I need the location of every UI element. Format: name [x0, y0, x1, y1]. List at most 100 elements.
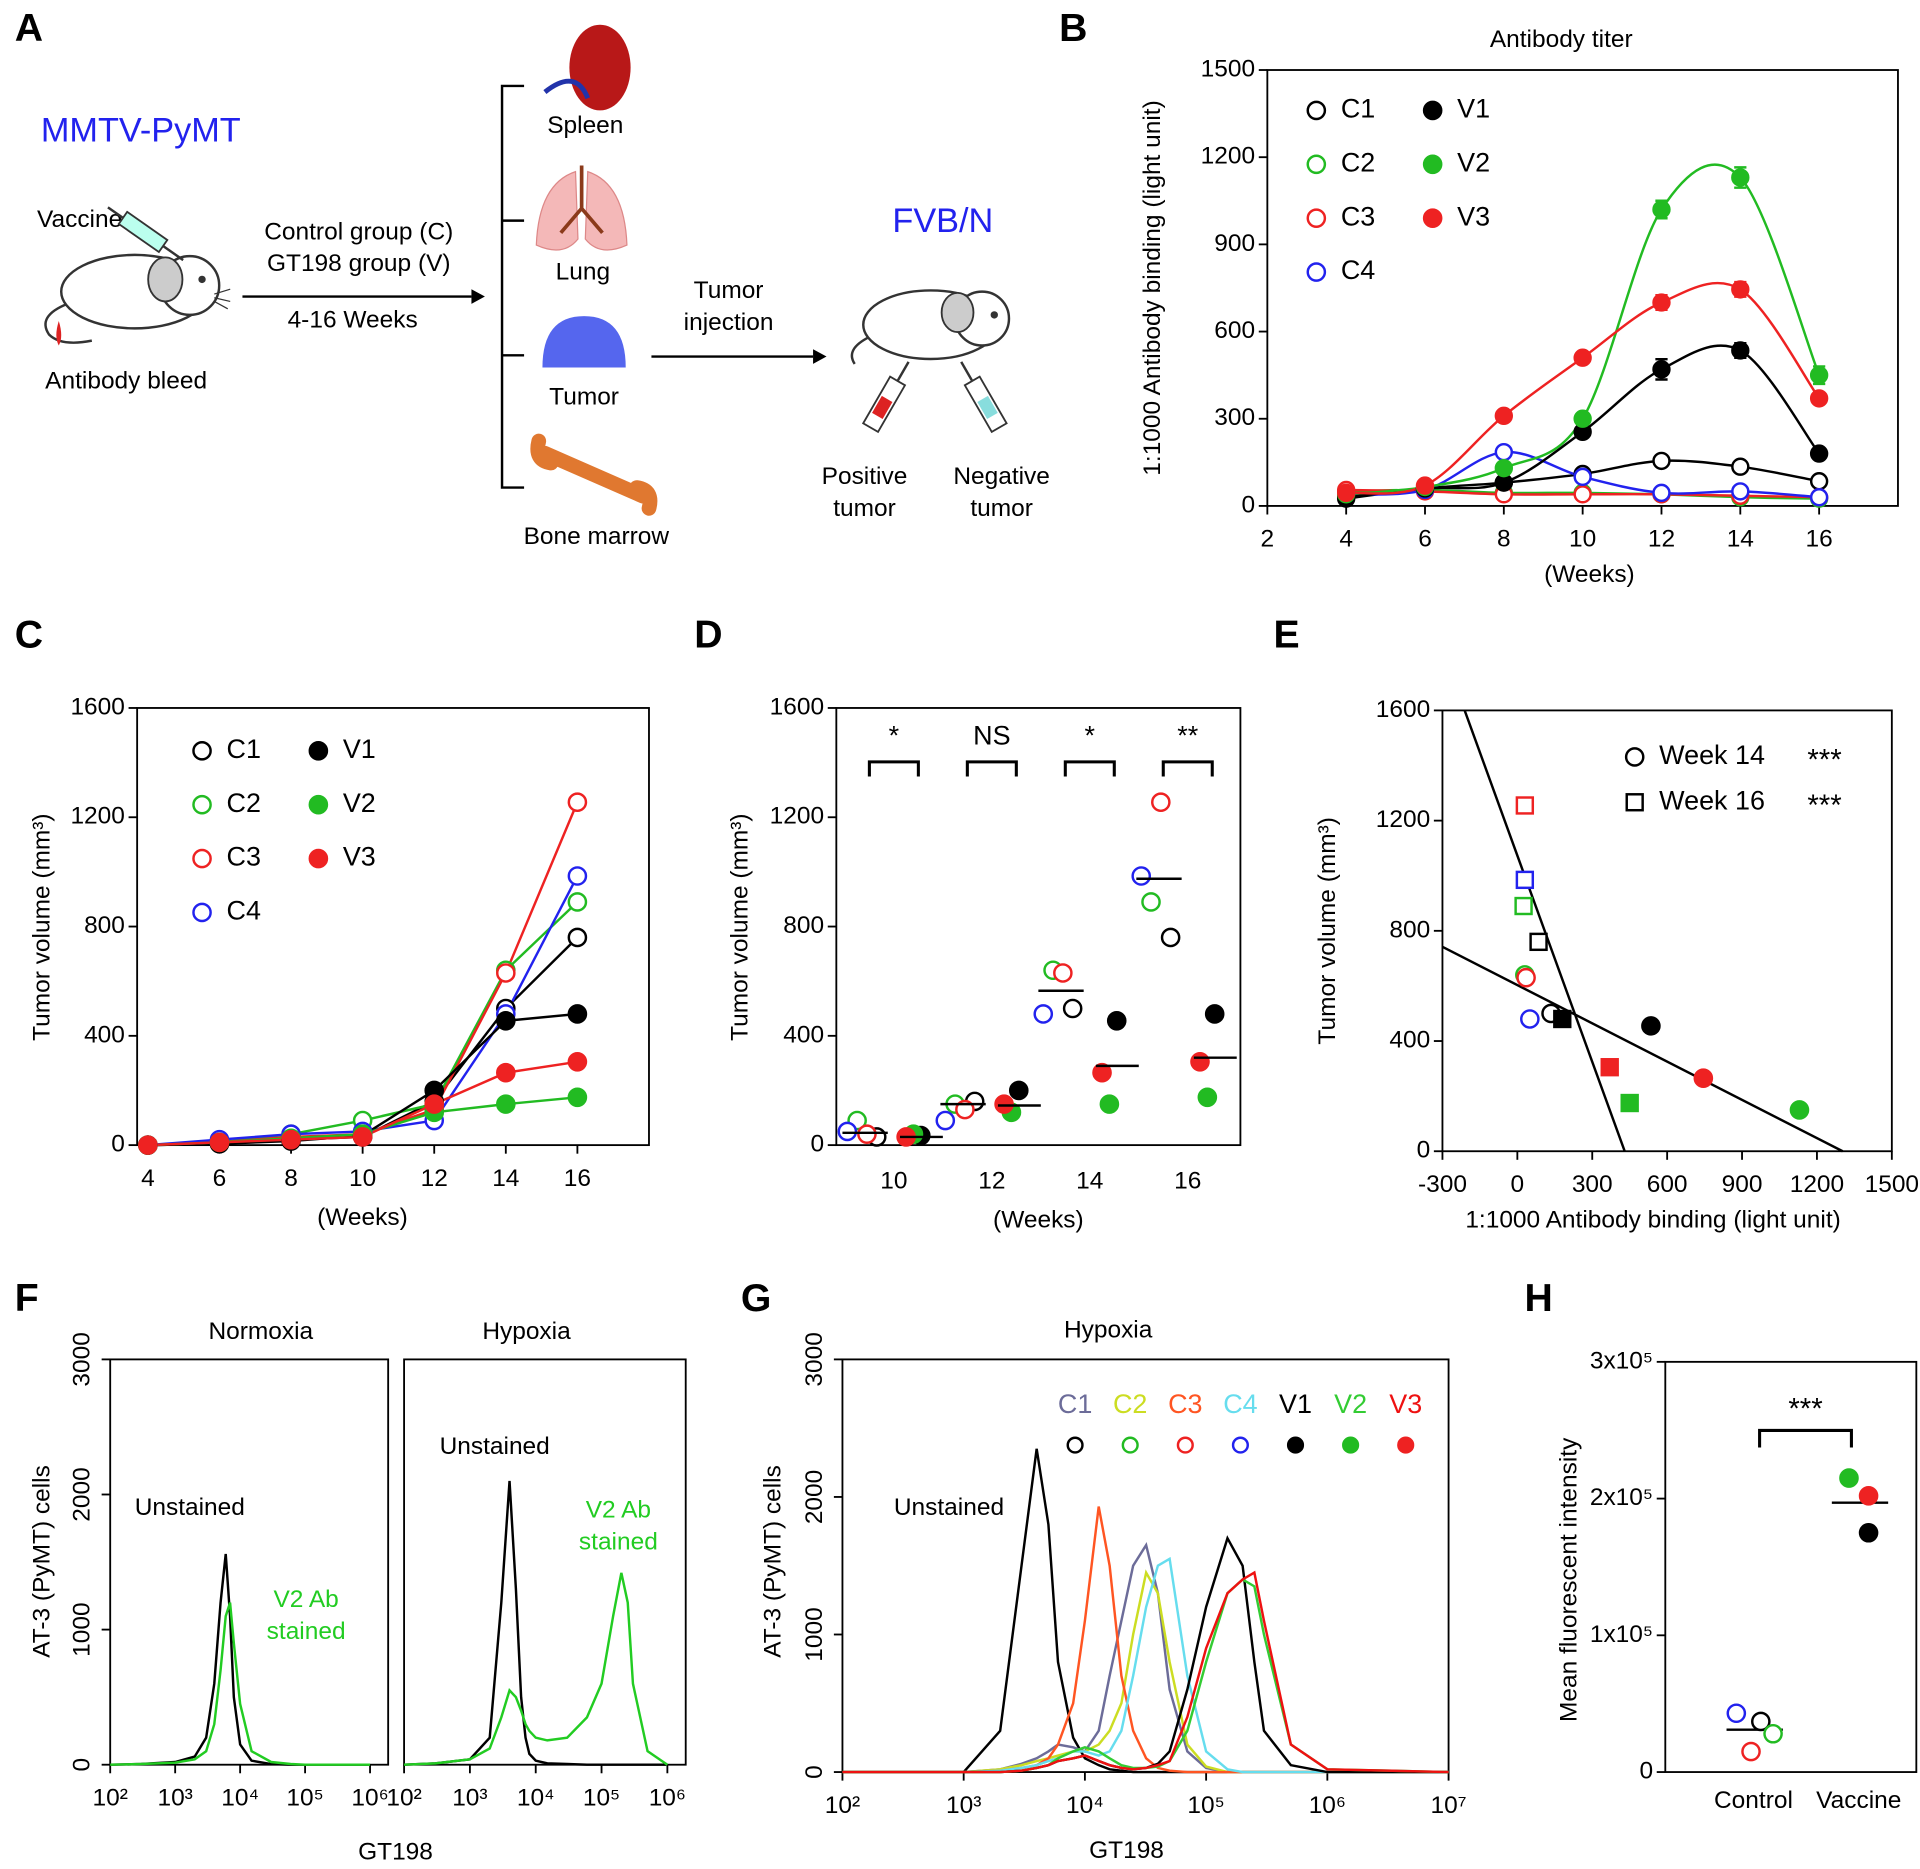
panel-a: A MMTV-PyMT Vaccine Antibody bleed Contr…: [15, 7, 1050, 550]
y-tick-label: 1500: [1201, 55, 1255, 82]
panel-letter: A: [15, 7, 43, 50]
y-axis-label: AT-3 (PyMT) cells: [28, 1465, 55, 1658]
data-point: [1197, 1087, 1218, 1108]
series-label: stained: [267, 1618, 346, 1645]
y-tick-label: 2000: [69, 1467, 96, 1521]
legend-marker: [1422, 100, 1443, 121]
x-axis-label: 1:1000 Antibody binding (light unit): [1465, 1206, 1840, 1233]
bleed-label: Antibody bleed: [45, 368, 207, 395]
data-point: [352, 1127, 373, 1147]
y-tick-label: 800: [783, 912, 824, 939]
y-tick-label: 1000: [69, 1602, 96, 1656]
x-tick-label: 300: [1572, 1171, 1613, 1198]
data-point: [1131, 866, 1152, 886]
legend-label: C1: [1341, 94, 1375, 124]
data-point: [496, 1062, 516, 1083]
organ-label: Bone marrow: [524, 523, 670, 550]
x-tick-label: 10²: [825, 1792, 860, 1819]
tumor-icon: [542, 316, 626, 368]
data-point: [1652, 200, 1671, 219]
legend-label: V3: [343, 842, 376, 872]
x-tick-label: 12: [421, 1165, 448, 1192]
legend-label: Week 16: [1659, 785, 1765, 815]
x-axis-label: GT198: [358, 1838, 433, 1865]
plot-frame: [403, 1358, 687, 1766]
y-tick-label: 3x10⁵: [1590, 1347, 1653, 1374]
data-point: [1494, 442, 1514, 462]
y-tick-label: 1200: [70, 803, 124, 830]
data-point: [209, 1132, 230, 1153]
fit-line: [1463, 710, 1626, 1152]
y-tick-label: 800: [1389, 916, 1430, 943]
legend-marker: [1397, 1436, 1415, 1454]
y-tick-label: 400: [84, 1021, 125, 1048]
y-tick-label: 1600: [70, 693, 124, 720]
significance-bracket: [965, 760, 1018, 777]
legend-marker: [192, 902, 212, 923]
data-point: [1652, 451, 1671, 471]
legend-label: C1: [227, 734, 261, 764]
x-axis-label: (Weeks): [1544, 561, 1635, 588]
x-tick-label: 10⁴: [221, 1784, 259, 1811]
data-point: [567, 1087, 588, 1108]
plot-frame: [835, 707, 1242, 1147]
x-tick-label: 10²: [386, 1784, 421, 1811]
x-axis-label: GT198: [1089, 1837, 1164, 1864]
data-point: [1809, 365, 1829, 385]
x-tick-label: 10³: [452, 1784, 487, 1811]
x-tick-label: 6: [1418, 526, 1432, 553]
legend-label: C3: [1168, 1389, 1202, 1419]
legend-label: V1: [343, 734, 376, 764]
data-point: [1731, 168, 1750, 187]
series-line: [842, 1556, 1449, 1774]
data-point: [281, 1129, 301, 1150]
significance-bracket: [867, 760, 920, 777]
x-tick-label: 8: [1497, 526, 1511, 553]
x-tick-label: Control: [1714, 1787, 1793, 1814]
legend-marker: [1286, 1436, 1305, 1454]
x-tick-label: 14: [1727, 526, 1754, 553]
legend-label: C3: [227, 842, 261, 872]
y-axis-label: Tumor volume (mm³): [1314, 817, 1341, 1044]
legend-label: C1: [1058, 1389, 1092, 1419]
legend-label: C3: [1341, 201, 1375, 231]
data-point: [1573, 409, 1592, 428]
legend-label: V1: [1279, 1389, 1312, 1419]
panel-letter: F: [15, 1277, 39, 1320]
fit-line: [1441, 945, 1844, 1153]
data-point: [1600, 1058, 1619, 1077]
x-tick-label: 10²: [93, 1784, 128, 1811]
x-tick-label: 10⁵: [583, 1784, 620, 1811]
legend-marker: [308, 741, 329, 761]
series-label: V2 Ab: [586, 1497, 651, 1524]
data-point: [1731, 457, 1750, 476]
legend-label: V3: [1457, 201, 1490, 231]
organ-label: Lung: [556, 259, 610, 286]
panel-letter: C: [15, 613, 43, 656]
data-point: [567, 1004, 588, 1024]
legend-label: V2: [1334, 1389, 1367, 1419]
significance-bracket: [1063, 760, 1116, 777]
legend-marker: [1231, 1436, 1249, 1454]
x-tick-label: 10⁴: [1066, 1792, 1104, 1819]
x-tick-label: 10: [880, 1167, 907, 1194]
y-tick-label: 3000: [69, 1332, 96, 1386]
data-point: [1520, 1009, 1540, 1029]
data-point: [1652, 360, 1671, 379]
y-axis-label: AT-3 (PyMT) cells: [759, 1465, 786, 1658]
y-tick-label: 2000: [801, 1470, 828, 1524]
syringe-icon: [960, 361, 1008, 434]
legend-marker: [192, 848, 212, 869]
x-tick-label: 10⁴: [517, 1784, 555, 1811]
series-line: [1346, 163, 1821, 496]
legend-marker: [1624, 747, 1645, 767]
legend-label: C4: [1223, 1389, 1257, 1419]
legend-marker: [1342, 1436, 1360, 1454]
mouse-icon: [850, 289, 1011, 365]
x-tick-label: 16: [1806, 526, 1833, 553]
series-label: Unstained: [135, 1494, 245, 1521]
legend-label: V2: [343, 788, 376, 818]
data-point: [1809, 488, 1829, 507]
data-point: [1033, 1004, 1054, 1024]
data-point: [1741, 1741, 1761, 1762]
